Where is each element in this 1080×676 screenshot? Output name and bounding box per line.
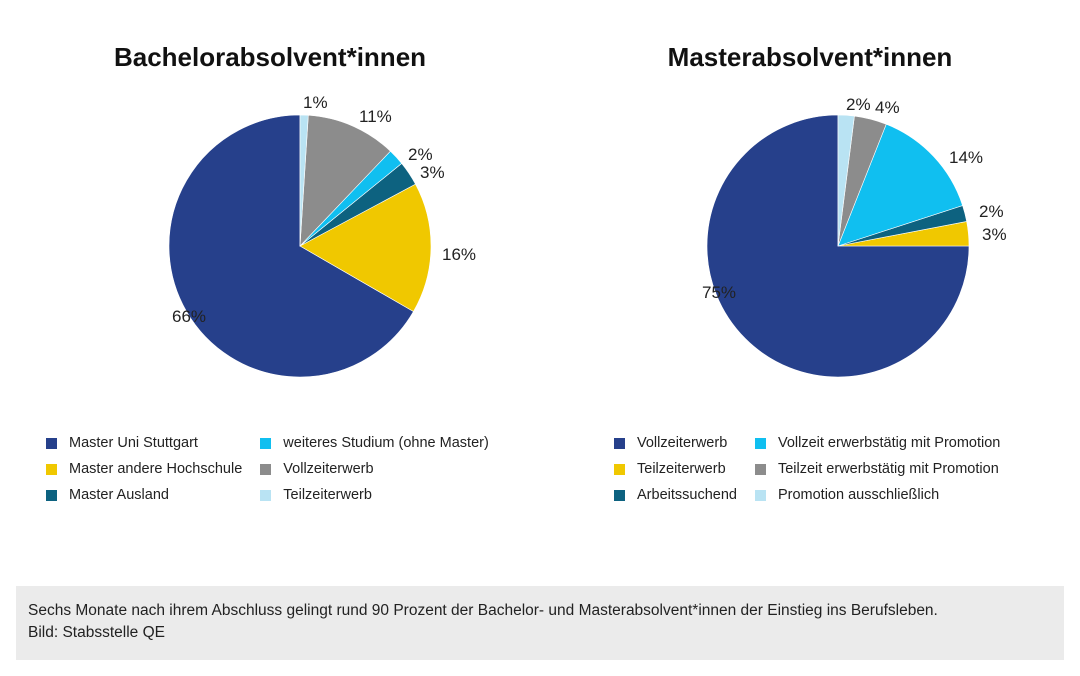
caption-credit: Bild: Stabsstelle QE <box>28 624 165 641</box>
bachelor-pct-label-teilzeiterwerb: 1% <box>303 93 328 112</box>
legend-swatch <box>46 463 57 475</box>
master-chart-title: Masterabsolvent*innen <box>667 42 953 72</box>
master-pct-label-promotion-ausschliesslich: 2% <box>846 95 871 114</box>
legend-swatch <box>260 463 272 475</box>
bachelor-legend-item-master-uni-stuttgart: Master Uni Stuttgart <box>46 433 242 453</box>
master-legend-item-vollzeit-erwerbstatig-mit-promotion: Vollzeit erwerbstätig mit Promotion <box>754 433 1001 453</box>
legend-swatch <box>46 437 57 449</box>
master-slice-promotion-ausschliesslich <box>837 114 855 247</box>
master-pct-label-vollzeiterwerb: 75% <box>702 283 736 302</box>
master-legend-item-teilzeit-erwerbstatig-mit-promotion: Teilzeit erwerbstätig mit Promotion <box>754 459 1000 479</box>
master-legend: Vollzeiterwerb Vollzeit erwerbstätig mit … <box>614 433 1000 505</box>
bachelor-legend-item-teilzeiterwerb: Teilzeiterwerb <box>260 485 489 505</box>
legend-label: Vollzeiterwerb <box>637 435 728 451</box>
bachelor-legend-item-master-andere-hochschule: Master andere Hochschule <box>46 459 242 479</box>
bachelor-pct-label-vollzeiterwerb: 11% <box>359 107 392 126</box>
master-legend-item-vollzeiterwerb: Vollzeiterwerb <box>614 433 737 453</box>
legend-label: Master Uni Stuttgart <box>69 435 198 451</box>
bachelor-pct-label-weiteres-studium-ohne-master: 2% <box>408 145 433 164</box>
bachelor-pct-label-master-uni-stuttgart: 66% <box>172 307 206 326</box>
bachelor-chart-title: Bachelorabsolvent*innen <box>113 42 427 72</box>
legend-label: Arbeitssuchend <box>637 487 737 503</box>
master-pie-chart: 75%3%2%14%4%2% <box>702 95 1007 378</box>
bachelor-pie-chart: 66% 16% 3%2% 11% 1% <box>168 93 476 378</box>
legend-label: weiteres Studium (ohne Master) <box>283 435 489 451</box>
legend-label: Teilzeiterwerb <box>283 487 372 503</box>
legend-label: Master andere Hochschule <box>69 461 243 477</box>
master-slice-vollzeit-erwerbstatig-mit-promotion <box>837 123 963 247</box>
bachelor-slice-vollzeiterwerb <box>299 114 391 247</box>
legend-label: Teilzeiterwerb <box>637 461 726 477</box>
legend-swatch <box>754 437 766 449</box>
bachelor-legend-item-vollzeiterwerb: Vollzeiterwerb <box>260 459 489 479</box>
master-pct-label-teilzeit-erwerbstatig-mit-promotion: 4% <box>875 98 900 117</box>
legend-swatch <box>260 489 272 501</box>
master-pct-label-teilzeiterwerb: 3% <box>982 225 1007 244</box>
legend-swatch <box>754 489 766 501</box>
master-legend-item-teilzeiterwerb: Teilzeiterwerb <box>614 459 737 479</box>
master-legend-item-arbeitssuchend: Arbeitssuchend <box>614 485 737 505</box>
bachelor-slice-teilzeiterwerb <box>299 114 309 247</box>
bachelor-legend: Master Uni Stuttgart weiteres Studium (oh… <box>46 433 489 505</box>
legend-label: Promotion ausschließlich <box>777 487 940 503</box>
master-pct-label-arbeitssuchend: 2% <box>979 202 1004 221</box>
master-pct-label-vollzeit-erwerbstatig-mit-promotion: 14% <box>949 148 983 167</box>
bachelor-legend-item-master-ausland: Master Ausland <box>46 485 242 505</box>
legend-swatch <box>46 489 57 501</box>
bachelor-pct-label-master-andere-hochschule: 16% <box>442 245 476 264</box>
bachelor-slice-master-uni-stuttgart <box>168 114 414 378</box>
legend-swatch <box>614 437 625 449</box>
legend-label: Teilzeit erwerbstätig mit Promotion <box>777 461 999 477</box>
legend-label: Vollzeiterwerb <box>283 461 374 477</box>
master-slice-vollzeiterwerb <box>706 114 970 378</box>
legend-swatch <box>260 437 272 449</box>
legend-label: Master Ausland <box>69 487 169 503</box>
legend-label: Vollzeit erwerbstätig mit Promotion <box>777 435 1001 451</box>
bachelor-slice-master-andere-hochschule <box>299 183 432 312</box>
caption-text: Sechs Monate nach ihrem Abschluss geling… <box>28 602 938 619</box>
legend-swatch <box>614 463 625 475</box>
image-caption: Sechs Monate nach ihrem Abschluss geling… <box>16 586 1064 660</box>
master-legend-item-promotion-ausschliesslich: Promotion ausschließlich <box>754 485 1000 505</box>
legend-swatch <box>754 463 766 475</box>
bachelor-pct-label-master-ausland: 3% <box>420 163 445 182</box>
bachelor-legend-item-weiteres-studium-ohne-master: weiteres Studium (ohne Master) <box>260 433 489 453</box>
legend-swatch <box>614 489 625 501</box>
